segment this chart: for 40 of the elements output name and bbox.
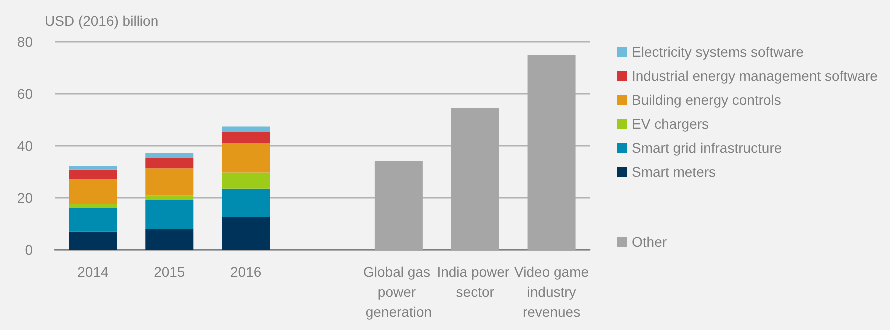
x-tick-label: India power sector bbox=[437, 264, 514, 300]
y-tick-label: 40 bbox=[17, 138, 34, 154]
bar bbox=[146, 200, 194, 230]
x-tick-label: 2016 bbox=[230, 264, 262, 280]
x-tick-label: 2014 bbox=[78, 264, 109, 280]
y-tick-label: 0 bbox=[25, 242, 34, 258]
bar bbox=[69, 170, 118, 180]
bar bbox=[146, 229, 194, 250]
bar bbox=[451, 108, 500, 250]
bar bbox=[146, 154, 194, 158]
bar bbox=[222, 216, 270, 250]
y-tick-label: 60 bbox=[17, 86, 34, 102]
bar bbox=[146, 196, 194, 200]
bar bbox=[69, 166, 118, 170]
bar bbox=[69, 208, 118, 232]
bar bbox=[146, 168, 194, 196]
legend-label: EV chargers bbox=[632, 116, 710, 132]
bar bbox=[69, 232, 118, 250]
x-tick-label: 2015 bbox=[154, 264, 186, 280]
bar bbox=[528, 55, 576, 250]
bar bbox=[146, 158, 194, 169]
bar bbox=[222, 132, 270, 144]
legend-label: Other bbox=[632, 234, 668, 250]
y-tick-label: 80 bbox=[17, 34, 34, 50]
bar bbox=[222, 172, 270, 189]
x-tick-label: Global gas power generation bbox=[364, 264, 434, 320]
bar bbox=[69, 179, 118, 204]
legend-label: Smart grid infrastructure bbox=[632, 140, 782, 156]
bar bbox=[222, 143, 270, 173]
x-tick-label: Video game industry revenues bbox=[514, 264, 590, 320]
bar bbox=[222, 126, 270, 132]
bar bbox=[222, 188, 270, 217]
y-axis-title: USD (2016) billion bbox=[45, 13, 159, 29]
legend-label: Electricity systems software bbox=[632, 44, 804, 60]
bar bbox=[374, 161, 423, 250]
legend-label: Smart meters bbox=[632, 164, 716, 180]
legend-label: Building energy controls bbox=[632, 92, 782, 108]
legend-label: Industrial energy management software bbox=[632, 68, 878, 84]
y-tick-label: 20 bbox=[17, 190, 34, 206]
bar bbox=[69, 204, 118, 208]
